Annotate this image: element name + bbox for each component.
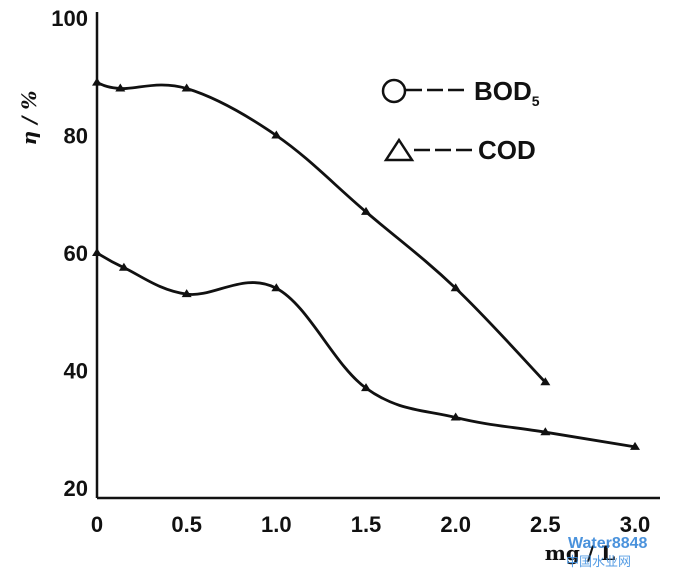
- data-point-bod5: [115, 83, 126, 92]
- tick-labels: 0 0.5 1.0 1.5 2.0 2.5 3.0 20 40 60 80 100: [51, 6, 650, 537]
- data-point-bod5: [271, 130, 282, 139]
- y-axis-label: η / %: [17, 91, 41, 146]
- y-tick-label: 60: [64, 241, 88, 266]
- data-point-cod: [271, 283, 282, 292]
- y-tick-label: 40: [64, 359, 88, 384]
- series-lines: [96, 81, 636, 449]
- series-markers: [92, 77, 640, 450]
- y-tick-label: 20: [64, 476, 88, 501]
- x-axis-label: mg / L: [545, 541, 615, 565]
- legend: BOD5 COD: [381, 76, 540, 165]
- legend-cod-triangle-marker: [383, 137, 415, 162]
- watermark-text: Water8848: [568, 535, 648, 552]
- watermark-subtext: 中国水业网: [566, 554, 631, 569]
- data-point-bod5: [181, 83, 192, 92]
- series-line-bod5: [96, 81, 547, 384]
- legend-bod-circle-marker: [381, 78, 407, 104]
- x-tick-label: 1.0: [261, 512, 292, 537]
- data-point-cod: [540, 427, 551, 436]
- x-tick-label: 1.5: [351, 512, 382, 537]
- data-point-bod5: [361, 206, 371, 215]
- x-tick-label: 0.5: [171, 512, 202, 537]
- data-point-bod5: [450, 283, 461, 292]
- data-point-cod: [92, 248, 102, 256]
- data-point-cod: [181, 289, 192, 298]
- legend-bod-label: BOD5: [474, 76, 540, 109]
- legend-cod-label: COD: [478, 135, 536, 165]
- x-tick-label: 0: [91, 512, 103, 537]
- series-line-cod: [96, 251, 636, 449]
- data-point-bod5: [540, 377, 551, 386]
- x-tick-label: 3.0: [620, 512, 651, 537]
- data-point-cod: [630, 441, 640, 450]
- data-point-cod: [361, 383, 371, 392]
- data-point-bod5: [92, 77, 102, 86]
- data-point-cod: [450, 412, 461, 421]
- x-tick-label: 2.5: [530, 512, 561, 537]
- watermark: Water8848 中国水业网: [566, 535, 648, 569]
- data-point-cod: [118, 262, 129, 271]
- y-tick-label: 100: [51, 6, 88, 31]
- x-tick-label: 2.0: [440, 512, 471, 537]
- y-tick-label: 80: [64, 124, 88, 149]
